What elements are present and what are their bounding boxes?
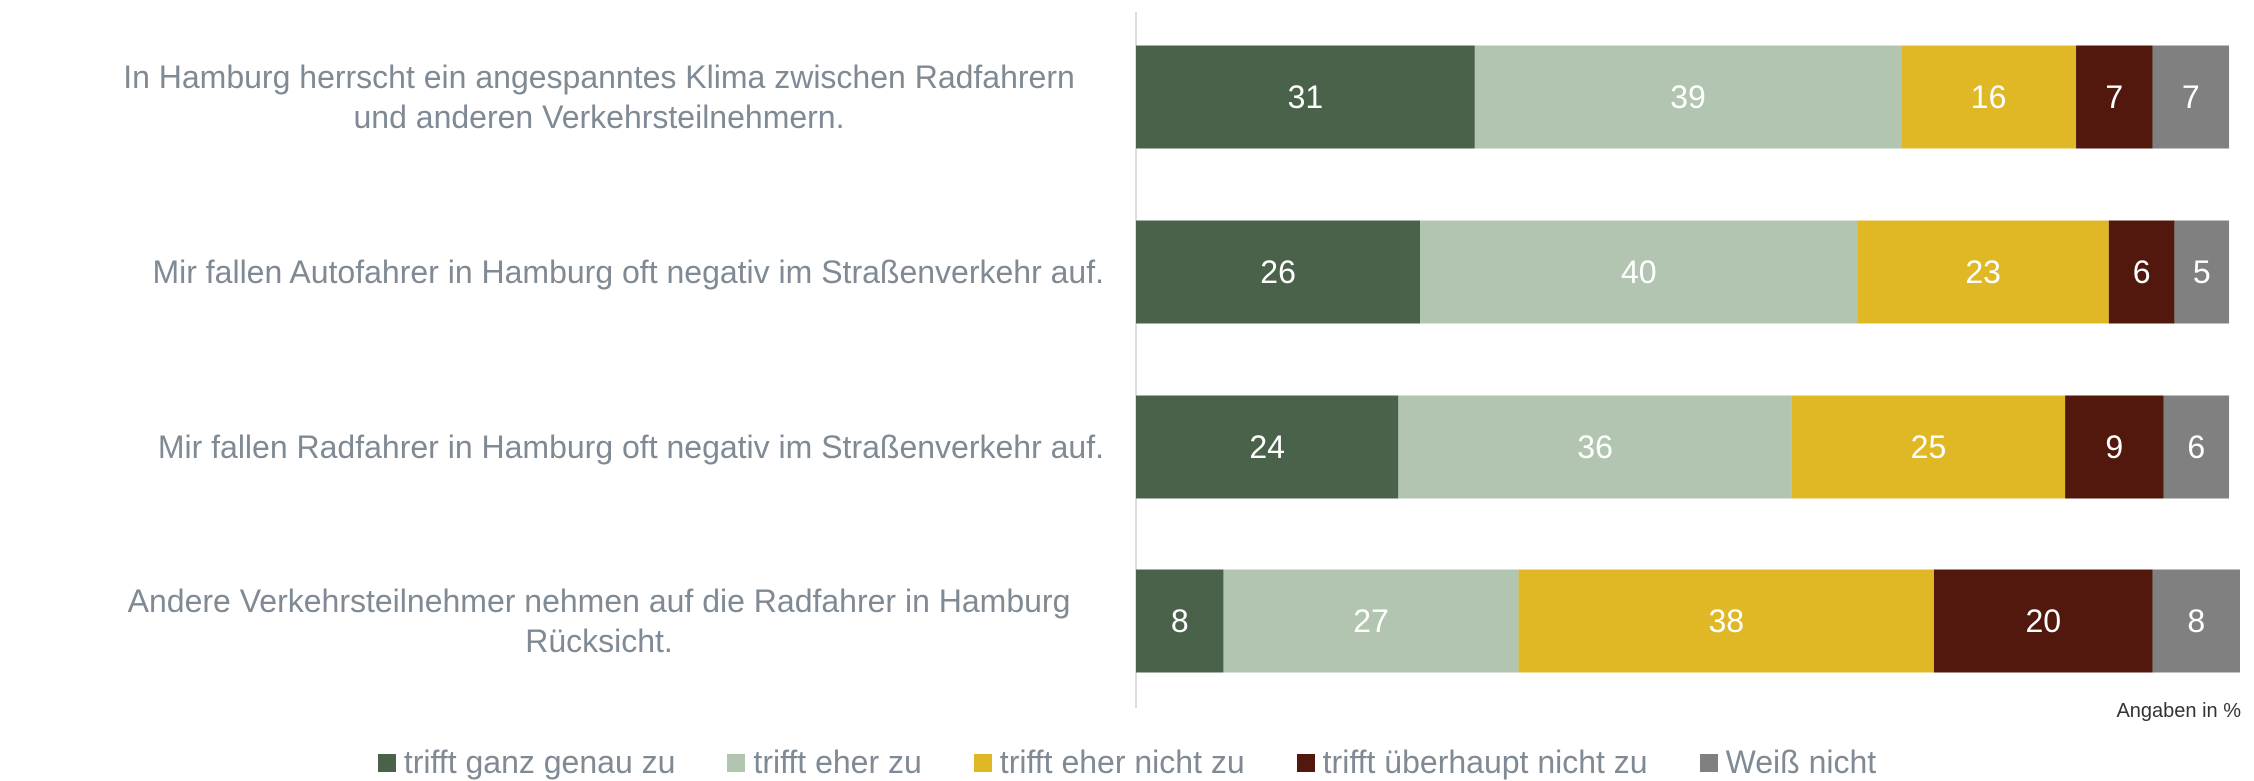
legend: trifft ganz genau zu trifft eher zu trifft…: [0, 744, 2254, 781]
bar-segment: [1933, 569, 2153, 673]
value-label: 9: [2105, 429, 2123, 465]
legend-swatch: [1296, 753, 1315, 772]
bar-segment: [1791, 395, 2066, 499]
bar-segment: [1136, 45, 1475, 149]
bar-segment: [1136, 395, 1399, 499]
legend-label: trifft ganz genau zu: [403, 744, 676, 780]
category-label-box: Andere Verkehrsteilnehmer nehmen auf die…: [94, 569, 1104, 673]
value-label: 31: [1288, 79, 1324, 115]
bar-segment: [1901, 45, 2077, 149]
legend-swatch: [377, 753, 396, 772]
value-label: 7: [2182, 79, 2200, 115]
bar-segment: [2152, 45, 2230, 149]
category-label-box: Mir fallen Autofahrer in Hamburg oft neg…: [152, 220, 1104, 324]
bar-segment: [1420, 220, 1858, 324]
category-label: Andere Verkehrsteilnehmer nehmen auf die…: [127, 583, 1071, 659]
value-label: 27: [1353, 603, 1389, 639]
value-label: 8: [1171, 603, 1189, 639]
value-label: 20: [2025, 603, 2061, 639]
value-label: 6: [2187, 429, 2205, 465]
legend-label: trifft eher zu: [753, 744, 922, 780]
bar-segment: [1398, 395, 1792, 499]
bar-segment: [2174, 220, 2230, 324]
bar-segment: [1857, 220, 2109, 324]
value-label: 5: [2193, 254, 2211, 290]
bar-segment: [1223, 569, 1519, 673]
bar-segment: [1474, 45, 1902, 149]
legend-item: trifft ganz genau zu: [377, 744, 676, 781]
value-label: 38: [1708, 603, 1744, 639]
legend-swatch: [727, 753, 746, 772]
bar-segment: [1136, 220, 1421, 324]
bar-segment: [2065, 395, 2164, 499]
legend-label: trifft überhaupt nicht zu: [1322, 744, 1648, 780]
legend-item: trifft eher nicht zu: [973, 744, 1245, 781]
bar-segment: [2076, 45, 2153, 149]
value-label: 7: [2105, 79, 2123, 115]
legend-item: trifft überhaupt nicht zu: [1296, 744, 1648, 781]
legend-label: trifft eher nicht zu: [999, 744, 1245, 780]
value-label: 25: [1911, 429, 1947, 465]
category-label: In Hamburg herrscht ein angespanntes Kli…: [123, 59, 1075, 135]
category-label: Mir fallen Radfahrer in Hamburg oft nega…: [157, 429, 1104, 465]
bar-segment: [2152, 569, 2240, 673]
category-label: Mir fallen Autofahrer in Hamburg oft neg…: [152, 254, 1104, 290]
category-label-box: Mir fallen Radfahrer in Hamburg oft nega…: [158, 395, 1104, 499]
value-label: 24: [1249, 429, 1285, 465]
bar-segment: [1136, 569, 1224, 673]
legend-swatch: [973, 753, 992, 772]
legend-swatch: [1699, 753, 1718, 772]
value-label: 6: [2133, 254, 2151, 290]
value-label: 40: [1621, 254, 1657, 290]
legend-item: trifft eher zu: [727, 744, 922, 781]
bar-segment: [2108, 220, 2175, 324]
value-label: 36: [1577, 429, 1613, 465]
bar-segment: [1518, 569, 1934, 673]
value-label: 26: [1260, 254, 1296, 290]
category-label-box: In Hamburg herrscht ein angespanntes Kli…: [94, 45, 1104, 149]
value-label: 39: [1670, 79, 1706, 115]
note: Angaben in %: [2116, 700, 2241, 722]
value-label: 16: [1971, 79, 2007, 115]
legend-item: Weiß nicht: [1699, 744, 1877, 781]
value-label: 23: [1965, 254, 2001, 290]
legend-label: Weiß nicht: [1725, 744, 1877, 780]
value-label: 8: [2187, 603, 2205, 639]
bar-segment: [2163, 395, 2230, 499]
